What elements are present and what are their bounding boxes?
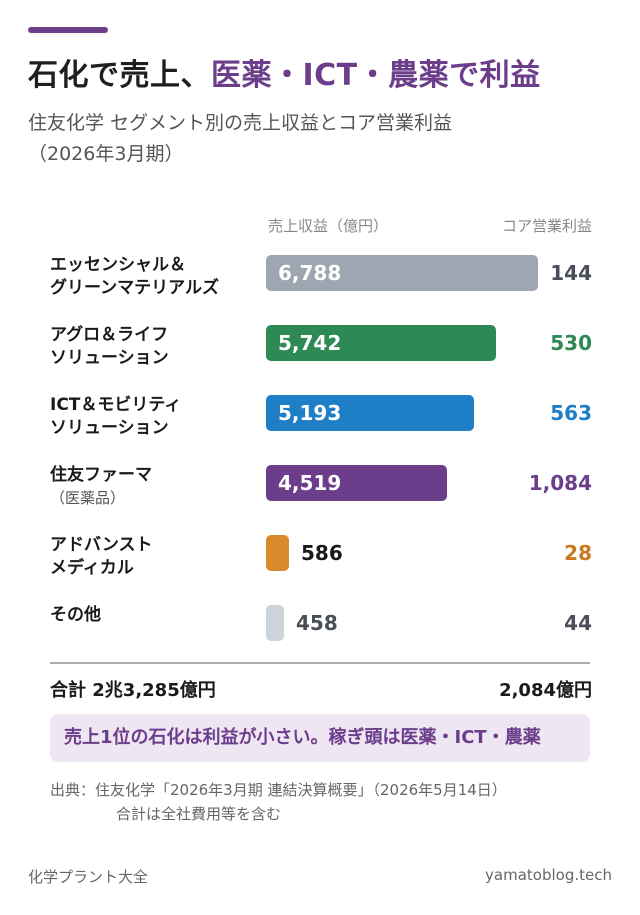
core-profit-value: 563 — [550, 401, 592, 425]
revenue-value: 5,193 — [278, 401, 342, 425]
segment-label-line2: メディカル — [50, 558, 134, 578]
revenue-value: 586 — [301, 541, 343, 565]
segment-label: アグロ＆ライフ ソリューション — [50, 324, 169, 370]
segment-label-line1: その他 — [50, 605, 101, 625]
segment-label-line2: グリーンマテリアルズ — [50, 278, 219, 298]
segment-label-line1: アグロ＆ライフ — [50, 325, 169, 345]
segment-row: アドバンスト メディカル 586 28 — [0, 534, 640, 604]
segment-label: ICT＆モビリティ ソリューション — [50, 394, 181, 440]
segment-row: エッセンシャル＆ グリーンマテリアルズ 6,788 144 — [0, 254, 640, 324]
title-highlight: 医薬・ICT・農薬で利益 — [211, 58, 541, 93]
revenue-bar — [266, 325, 496, 361]
segment-label: アドバンスト メディカル — [50, 534, 153, 580]
total-core-profit: 2,084億円 — [499, 680, 592, 701]
callout-box: 売上1位の石化は利益が小さい。稼ぎ頭は医薬・ICT・農薬 — [50, 714, 590, 762]
title-prefix: 石化で売上、 — [28, 58, 211, 93]
revenue-bar — [266, 535, 289, 571]
segment-row: アグロ＆ライフ ソリューション 5,742 530 — [0, 324, 640, 394]
divider — [50, 662, 590, 664]
footer-brand: 化学プラント大全 — [28, 868, 149, 886]
revenue-value: 5,742 — [278, 331, 342, 355]
segment-label-line1: 住友ファーマ — [50, 465, 152, 485]
core-profit-column-header: コア営業利益 — [501, 217, 592, 235]
revenue-column-header: 売上収益（億円） — [268, 217, 389, 235]
subtitle-line2: （2026年3月期） — [28, 143, 184, 165]
segment-label-line2: ソリューション — [50, 348, 169, 368]
segment-row: その他 458 44 — [0, 604, 640, 674]
core-profit-value: 44 — [564, 611, 592, 635]
core-profit-value: 28 — [564, 541, 592, 565]
revenue-value: 458 — [296, 611, 338, 635]
revenue-bar — [266, 395, 474, 431]
segment-label-line2: ソリューション — [50, 418, 169, 438]
segment-label: 住友ファーマ （医薬品） — [50, 464, 152, 510]
page-title: 石化で売上、医薬・ICT・農薬で利益 — [28, 50, 541, 94]
source-note: 出典：住友化学「2026年3月期 連結決算概要」（2026年5月14日） 合計は… — [50, 778, 507, 826]
segment-label-line1: ICT＆モビリティ — [50, 395, 182, 415]
segment-row: 住友ファーマ （医薬品） 4,519 1,084 — [0, 464, 640, 534]
core-profit-value: 1,084 — [528, 471, 592, 495]
revenue-value: 6,788 — [278, 261, 342, 285]
total-revenue: 合計 2兆3,285億円 — [50, 680, 216, 701]
core-profit-value: 144 — [550, 261, 592, 285]
subtitle: 住友化学 セグメント別の売上収益とコア営業利益 （2026年3月期） — [28, 108, 452, 170]
segment-label-line1: アドバンスト — [50, 535, 153, 555]
segment-label-line1: エッセンシャル＆ — [50, 255, 186, 275]
segment-row: ICT＆モビリティ ソリューション 5,193 563 — [0, 394, 640, 464]
core-profit-value: 530 — [550, 331, 592, 355]
revenue-bar — [266, 255, 538, 291]
segment-label-sub: （医薬品） — [50, 489, 126, 507]
accent-bar — [28, 27, 108, 33]
source-line1: 出典：住友化学「2026年3月期 連結決算概要」（2026年5月14日） — [50, 781, 507, 799]
revenue-bar — [266, 605, 284, 641]
callout-text: 売上1位の石化は利益が小さい。稼ぎ頭は医薬・ICT・農薬 — [64, 727, 541, 748]
segment-label: エッセンシャル＆ グリーンマテリアルズ — [50, 254, 219, 300]
segment-label: その他 — [50, 604, 101, 627]
revenue-bar — [266, 465, 447, 501]
footer-url: yamatoblog.tech — [485, 866, 612, 884]
subtitle-line1: 住友化学 セグメント別の売上収益とコア営業利益 — [28, 112, 453, 134]
source-line2: 合計は全社費用等を含む — [116, 805, 282, 823]
revenue-value: 4,519 — [278, 471, 342, 495]
